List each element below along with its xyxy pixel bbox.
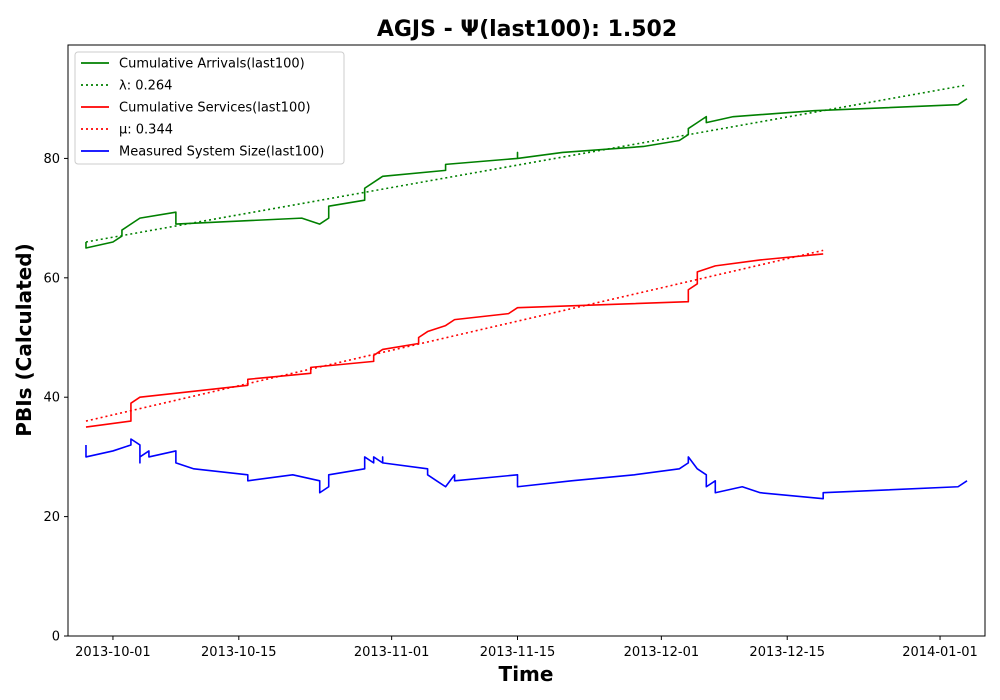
series-line-3 <box>85 249 824 422</box>
y-tick-label: 80 <box>43 152 60 167</box>
x-tick-label: 2014-01-01 <box>902 645 978 660</box>
legend-label: λ: 0.264 <box>119 79 172 94</box>
x-tick-label: 2013-11-01 <box>354 645 430 660</box>
series-line-0 <box>85 98 968 249</box>
plot-frame <box>67 44 986 637</box>
series-line-1 <box>85 84 968 243</box>
y-tick-label: 40 <box>43 391 60 406</box>
y-axis-label: PBIs (Calculated) <box>12 243 36 436</box>
legend: Cumulative Arrivals(last100) λ: 0.264 Cumu… <box>74 51 345 165</box>
legend-box <box>74 51 345 165</box>
x-tick-label: 2013-10-15 <box>201 645 277 660</box>
legend-label: μ: 0.344 <box>119 123 173 138</box>
x-tick-label: 2013-11-15 <box>480 645 556 660</box>
x-tick-label: 2013-12-01 <box>624 645 700 660</box>
legend-label: Measured System Size(last100) <box>119 145 324 160</box>
y-tick-label: 20 <box>43 510 60 525</box>
chart-title: AGJS - Ψ(last100): 1.502 <box>377 17 677 42</box>
x-tick-label: 2013-10-01 <box>75 645 151 660</box>
y-tick-label: 0 <box>52 630 60 645</box>
y-ticks: 0 20 40 60 80 <box>43 152 68 645</box>
legend-label: Cumulative Arrivals(last100) <box>119 57 305 72</box>
legend-label: Cumulative Services(last100) <box>119 101 311 116</box>
series-line-2 <box>85 253 824 428</box>
series-layer <box>85 84 968 500</box>
y-tick-label: 60 <box>43 271 60 286</box>
x-ticks: 2013-10-01 2013-10-15 2013-11-01 2013-11-15… <box>75 636 978 660</box>
x-tick-label: 2013-12-15 <box>749 645 825 660</box>
series-line-4 <box>85 438 968 500</box>
x-axis-label: Time <box>499 662 554 686</box>
